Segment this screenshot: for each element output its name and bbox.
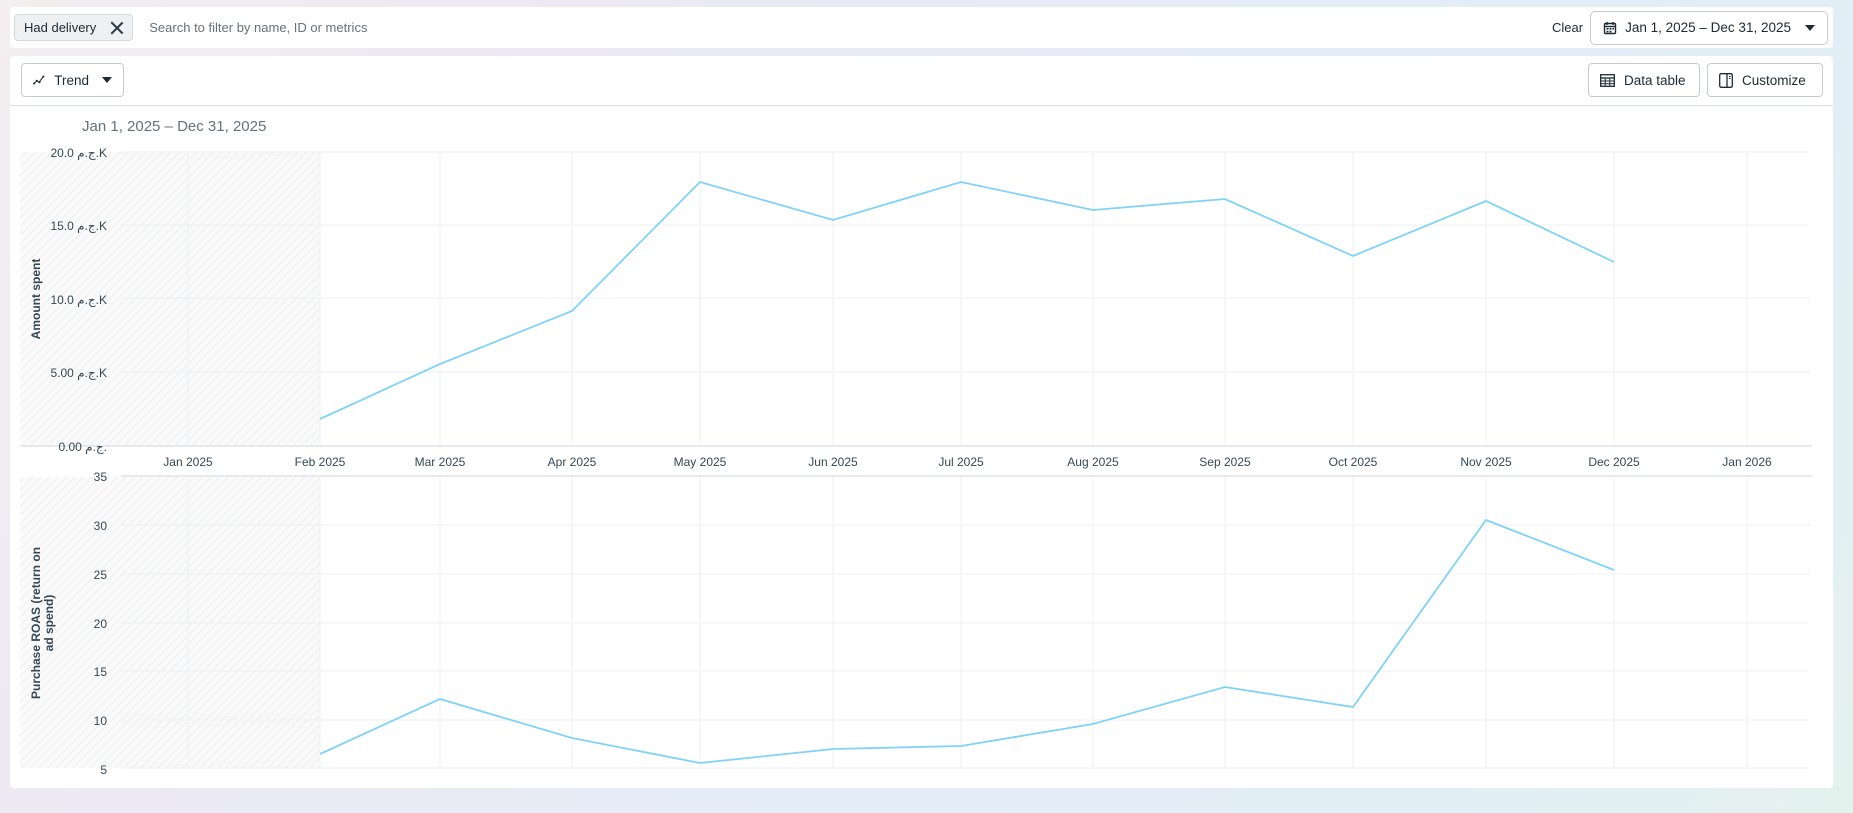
panel-icon bbox=[1719, 72, 1733, 88]
y-tick: 20.0 ج.م.K bbox=[50, 146, 107, 160]
x-tick: Oct 2025 bbox=[1329, 455, 1378, 469]
search-input[interactable] bbox=[149, 20, 750, 35]
filter-actions: Clear Jan 1, 2025 – Dec 31, 2025 bbox=[1552, 10, 1828, 45]
y-axis-ticks: 35 30 25 20 15 10 5 bbox=[94, 470, 108, 777]
y-tick: 5.00 ج.م.K bbox=[50, 366, 107, 380]
horizontal-gridlines bbox=[121, 151, 1810, 373]
x-tick: Aug 2025 bbox=[1067, 455, 1119, 469]
x-axis-labels: Jan 2025 Feb 2025 Mar 2025 Apr 2025 May … bbox=[163, 455, 1772, 469]
calendar-icon bbox=[1603, 21, 1617, 34]
table-icon bbox=[1600, 73, 1615, 87]
view-type-label: Trend bbox=[54, 72, 89, 88]
data-table-label: Data table bbox=[1624, 72, 1686, 88]
y-tick: 20 bbox=[94, 617, 108, 631]
filter-chip-had-delivery[interactable]: Had delivery bbox=[14, 14, 134, 41]
y-tick: 5 bbox=[100, 763, 107, 777]
horizontal-gridlines bbox=[121, 524, 1810, 769]
y-tick: 15.0 ج.م.K bbox=[50, 219, 107, 233]
y-axis-ticks: 20.0 ج.م.K 15.0 ج.م.K 10.0 ج.م.K 5.00 ج.… bbox=[50, 146, 107, 454]
chevron-down-icon bbox=[102, 77, 112, 83]
vertical-gridlines bbox=[187, 477, 1748, 768]
vertical-gridlines bbox=[187, 152, 1748, 446]
y-tick: 15 bbox=[94, 665, 108, 679]
x-tick: Jul 2025 bbox=[938, 455, 984, 469]
x-tick: Mar 2025 bbox=[415, 455, 466, 469]
chart-date-range: Jan 1, 2025 – Dec 31, 2025 bbox=[82, 118, 267, 135]
x-tick: May 2025 bbox=[674, 455, 727, 469]
x-tick: Nov 2025 bbox=[1460, 455, 1512, 469]
date-range-label: Jan 1, 2025 – Dec 31, 2025 bbox=[1625, 20, 1791, 35]
x-tick: Dec 2025 bbox=[1588, 455, 1640, 469]
x-tick: Jun 2025 bbox=[808, 455, 858, 469]
filter-chip-label: Had delivery bbox=[24, 20, 97, 35]
y-tick: 10.0 ج.م.K bbox=[50, 293, 107, 307]
y-tick: 30 bbox=[94, 519, 108, 533]
x-tick: Apr 2025 bbox=[548, 455, 597, 469]
clear-button[interactable]: Clear bbox=[1552, 20, 1584, 35]
view-type-dropdown[interactable]: Trend bbox=[21, 63, 124, 97]
amount-spent-chart: 20.0 ج.م.K 15.0 ج.م.K 10.0 ج.م.K 5.00 ج.… bbox=[20, 146, 1812, 454]
y-axis-title: Amount spent bbox=[29, 259, 43, 340]
chevron-down-icon bbox=[1805, 24, 1815, 31]
svg-text:ad spend): ad spend) bbox=[42, 595, 56, 652]
no-data-region bbox=[20, 152, 320, 446]
y-tick: 25 bbox=[94, 568, 108, 582]
svg-text:Purchase ROAS (return on: Purchase ROAS (return on bbox=[29, 547, 43, 699]
amount-spent-line bbox=[319, 180, 1615, 420]
filter-bar: Had delivery Clear Jan 1, 2025 – Dec 31,… bbox=[10, 7, 1833, 48]
x-tick: Sep 2025 bbox=[1199, 455, 1251, 469]
purchase-roas-line bbox=[319, 518, 1615, 764]
trend-line-icon bbox=[33, 75, 45, 85]
customize-label: Customize bbox=[1742, 72, 1806, 88]
y-tick: 35 bbox=[94, 470, 108, 484]
purchase-roas-chart: 35 30 25 20 15 10 5 Purchase ROAS (retur… bbox=[20, 470, 1812, 777]
y-axis-title: Purchase ROAS (return on ad spend) bbox=[29, 547, 56, 699]
data-table-button[interactable]: Data table bbox=[1588, 63, 1700, 97]
date-range-picker[interactable]: Jan 1, 2025 – Dec 31, 2025 bbox=[1590, 10, 1828, 45]
customize-button[interactable]: Customize bbox=[1707, 63, 1823, 97]
x-tick: Jan 2025 bbox=[163, 455, 213, 469]
x-tick: Jan 2026 bbox=[1722, 455, 1772, 469]
chart-toolbar: Trend Data table Customize bbox=[10, 56, 1833, 106]
y-tick: 0.00 ج.م. bbox=[58, 440, 107, 454]
x-tick: Feb 2025 bbox=[295, 455, 346, 469]
y-tick: 10 bbox=[94, 714, 108, 728]
